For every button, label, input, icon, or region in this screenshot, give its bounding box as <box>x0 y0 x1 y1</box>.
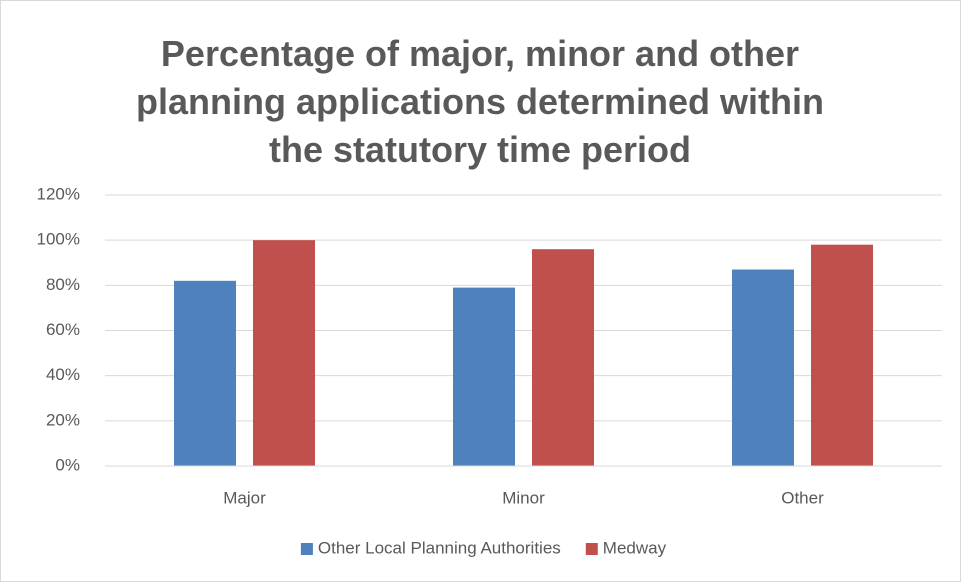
y-tick-label: 60% <box>46 320 80 339</box>
bar <box>732 269 794 466</box>
legend-swatch <box>585 543 598 555</box>
x-tick-label: Other <box>781 488 824 507</box>
y-tick-label: 0% <box>55 455 80 474</box>
legend-label: Other Local Planning Authorities <box>318 538 561 557</box>
bar <box>253 240 315 466</box>
bar <box>453 287 515 466</box>
bar <box>811 244 873 466</box>
chart-title: Percentage of major, minor and other pla… <box>135 33 825 170</box>
y-tick-label: 80% <box>46 275 80 294</box>
y-tick-label: 120% <box>37 184 80 203</box>
y-tick-label: 100% <box>37 230 80 249</box>
x-tick-label: Minor <box>502 488 545 507</box>
x-tick-label: Major <box>223 488 266 507</box>
legend-label: Medway <box>603 538 667 557</box>
bar <box>532 249 594 466</box>
y-tick-label: 40% <box>46 365 80 384</box>
bar <box>174 280 236 466</box>
y-tick-label: 20% <box>46 410 80 429</box>
legend-swatch <box>300 543 313 555</box>
